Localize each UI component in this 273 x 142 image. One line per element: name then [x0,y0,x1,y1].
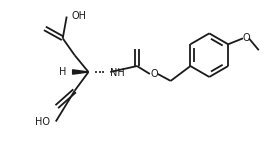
Text: OH: OH [72,11,87,21]
Polygon shape [73,70,88,74]
Text: NH: NH [110,68,125,78]
Text: O: O [242,33,250,43]
Text: O: O [150,69,158,79]
Text: H: H [59,67,67,77]
Text: HO: HO [35,117,50,128]
